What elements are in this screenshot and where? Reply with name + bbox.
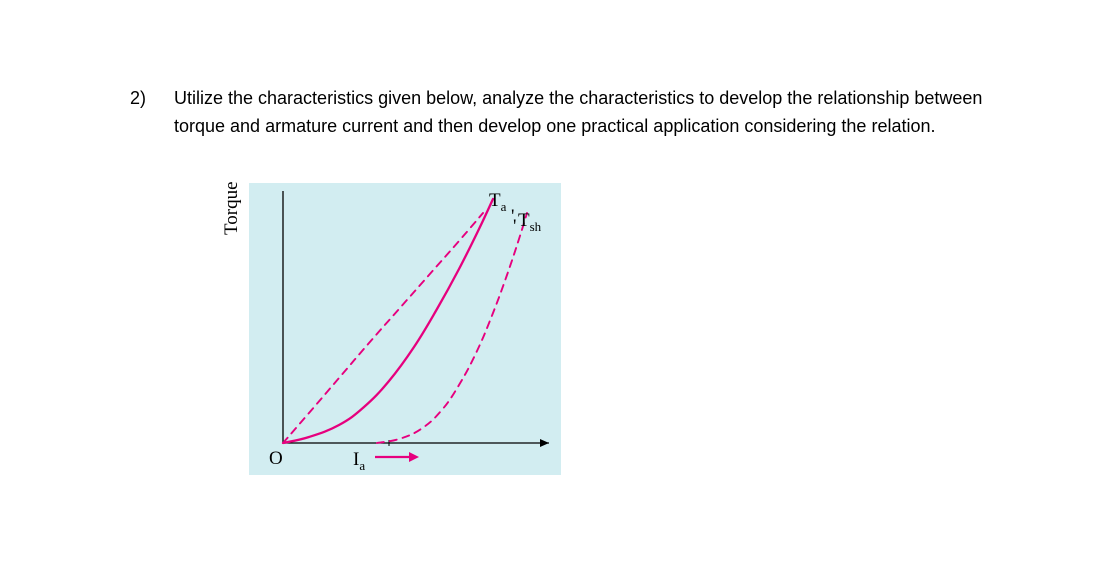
ta-curve-label: Ta bbox=[489, 190, 506, 215]
question-number: 2) bbox=[130, 85, 174, 141]
tsh-tick-mark-2: ' bbox=[513, 222, 516, 232]
ta-label-sub: a bbox=[501, 199, 507, 214]
y-axis-label: Torque bbox=[221, 181, 243, 235]
page: 2) Utilize the characteristics given bel… bbox=[0, 0, 1118, 584]
ta-label-base: T bbox=[489, 190, 501, 211]
figure-container: Torque O Ia Ta ' ' Tsh bbox=[205, 183, 998, 475]
question-block: 2) Utilize the characteristics given bel… bbox=[130, 85, 998, 141]
x-axis-label-sub: a bbox=[359, 458, 365, 473]
tsh-label-base: T bbox=[518, 210, 530, 231]
question-text: Utilize the characteristics given below,… bbox=[174, 85, 998, 141]
torque-vs-ia-chart: Torque O Ia Ta ' ' Tsh bbox=[205, 183, 561, 475]
x-axis-label: Ia bbox=[353, 449, 365, 474]
tsh-curve-label: Tsh bbox=[518, 210, 541, 235]
tsh-label-sub: sh bbox=[530, 219, 542, 234]
origin-label: O bbox=[269, 448, 283, 470]
